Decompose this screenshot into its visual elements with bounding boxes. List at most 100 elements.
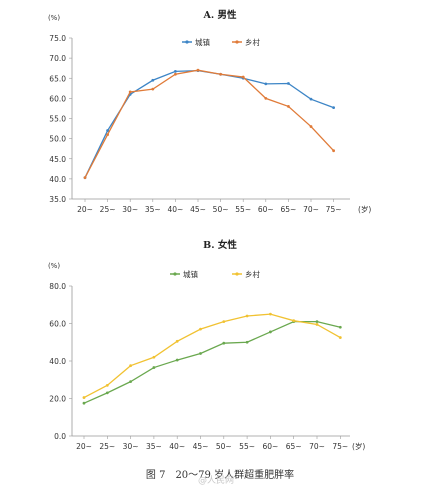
x-tick-label: 25~: [99, 442, 115, 451]
data-point: [199, 352, 202, 355]
data-point: [222, 320, 226, 324]
series-line-male-rural: [84, 69, 335, 178]
x-tick-label: 65~: [280, 205, 296, 214]
y-tick-label: 20.0: [49, 395, 66, 404]
x-tick-label: 40~: [169, 442, 185, 451]
x-tick-label: 30~: [122, 205, 138, 214]
y-tick-label: 40.0: [49, 357, 66, 366]
y-axis-unit: (%): [48, 14, 60, 22]
x-tick-label: 35~: [145, 205, 161, 214]
data-point: [83, 176, 87, 180]
x-tick-label: 20~: [77, 205, 93, 214]
chart-title: B. 女性: [203, 239, 237, 251]
data-point: [332, 106, 335, 110]
figure-caption: 图 7 20～79 岁人群超重肥胖率: [145, 470, 295, 481]
legend-label: 乡村: [245, 269, 260, 279]
watermark: @人民网: [198, 476, 235, 486]
data-point: [152, 366, 156, 369]
y-tick-label: 65.0: [49, 74, 66, 83]
data-point: [309, 97, 313, 101]
x-tick-label: 45~: [190, 205, 206, 214]
data-point: [264, 82, 268, 86]
data-point: [105, 383, 109, 387]
data-point: [128, 90, 132, 94]
data-point: [315, 320, 319, 324]
x-tick-label: 45~: [193, 442, 209, 451]
chart-title: A. 男性: [203, 9, 237, 21]
data-point: [82, 396, 86, 399]
x-tick-label: 50~: [213, 205, 229, 214]
data-point: [287, 82, 290, 85]
x-tick-label: 70~: [303, 205, 319, 214]
x-tick-label: 40~: [167, 205, 183, 214]
y-tick-label: 0.0: [54, 432, 66, 441]
legend-marker: [235, 40, 239, 44]
data-point: [222, 341, 226, 345]
x-tick-label: 60~: [262, 442, 278, 451]
legend-label: 城镇: [195, 37, 210, 47]
x-tick-label: 30~: [123, 442, 139, 451]
data-point: [196, 68, 200, 72]
chart-male: A. 男性 (%) 35.0 40.0 45.0 50.0 55.0 60.0 65.0 70.0…: [48, 9, 371, 214]
data-point: [269, 330, 272, 334]
data-point: [245, 314, 249, 318]
data-point: [245, 340, 249, 344]
series-line-male-urban: [84, 69, 334, 178]
x-tick-label: 20~: [76, 442, 92, 451]
data-point: [309, 125, 313, 128]
y-tick-label: 45.0: [49, 155, 66, 164]
data-point: [241, 75, 245, 79]
x-axis-unit: (岁): [358, 204, 371, 214]
legend-marker: [235, 272, 239, 276]
data-point: [105, 391, 109, 395]
legend-label: 城镇: [183, 269, 198, 279]
x-tick-label: 35~: [146, 442, 162, 451]
data-point: [175, 339, 179, 343]
y-tick-label: 40.0: [49, 175, 66, 184]
series-line-female-rural: [83, 313, 341, 399]
data-point: [82, 401, 86, 405]
data-point: [332, 149, 335, 153]
data-point: [174, 70, 177, 73]
legend-marker: [173, 272, 177, 276]
legend-marker: [185, 40, 189, 44]
y-tick-label: 60.0: [49, 320, 66, 329]
y-tick-label: 60.0: [49, 94, 66, 103]
x-tick-label: 75~: [326, 205, 342, 214]
legend-label: 乡村: [245, 37, 260, 47]
y-tick-label: 75.0: [49, 34, 66, 43]
y-tick-label: 50.0: [49, 135, 66, 144]
data-point: [129, 364, 133, 368]
x-axis-unit: (岁): [352, 441, 365, 451]
series-line-female-urban: [83, 320, 341, 404]
data-point: [152, 355, 156, 359]
data-point: [219, 72, 223, 76]
data-point: [338, 336, 342, 339]
x-tick-label: 70~: [309, 442, 325, 451]
data-point: [106, 129, 109, 132]
x-tick-label: 55~: [239, 442, 255, 451]
data-point: [151, 87, 155, 91]
y-tick-label: 70.0: [49, 54, 66, 63]
data-point: [338, 325, 342, 329]
data-point: [106, 133, 109, 137]
data-point: [174, 72, 177, 76]
x-tick-label: 75~: [332, 442, 348, 451]
y-axis-unit: (%): [48, 262, 60, 270]
y-tick-label: 80.0: [49, 282, 66, 291]
x-tick-label: 65~: [286, 442, 302, 451]
data-point: [175, 358, 179, 362]
x-tick-label: 55~: [235, 205, 251, 214]
x-tick-label: 60~: [258, 205, 274, 214]
x-tick-label: 50~: [216, 442, 232, 451]
data-point: [292, 319, 296, 323]
data-point: [315, 323, 319, 326]
data-point: [151, 78, 155, 82]
x-tick-label: 25~: [100, 205, 116, 214]
y-tick-label: 55.0: [49, 115, 66, 124]
y-tick-label: 35.0: [49, 195, 66, 204]
chart-female: B. 女性 (%) 0.0 20.0 40.0 60.0 80.0 20~ 25~ 30~ 35~ 4…: [48, 239, 365, 451]
data-point: [269, 312, 272, 316]
data-point: [264, 96, 268, 100]
